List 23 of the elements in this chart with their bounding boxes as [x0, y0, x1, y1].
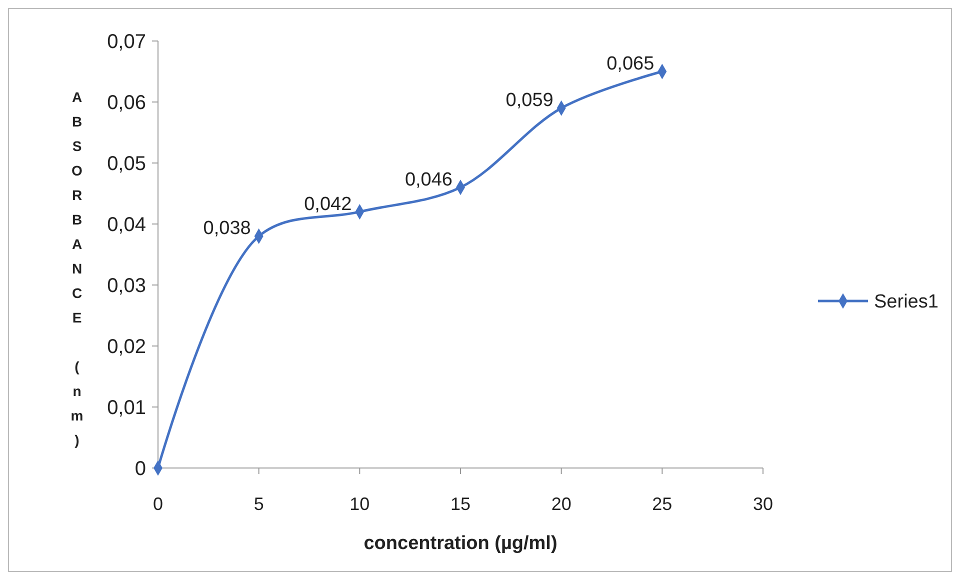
text: ABSORBANCE (nm): [70, 89, 84, 448]
y-tick-label: 0,04: [107, 214, 146, 236]
data-label: 0,059: [506, 90, 554, 112]
x-tick-label: 10: [350, 494, 370, 514]
x-tick-label: 5: [254, 494, 264, 514]
data-label: 0,046: [404, 169, 452, 190]
y-tick-label: 0,07: [107, 31, 146, 53]
x-tick-label: 0: [152, 494, 164, 514]
x-tick-label: 20: [551, 494, 572, 514]
y-tick-label: 0,02: [107, 336, 146, 358]
y-tick-label: 0: [134, 458, 146, 480]
legend-label: Series1: [874, 292, 938, 313]
data-label: 0,065: [606, 54, 654, 74]
y-tick-label: 0,03: [107, 275, 146, 297]
x-tick-label: 30: [752, 494, 774, 514]
data-label: 0,042: [304, 194, 352, 215]
y-tick-label: 0,05: [107, 153, 146, 175]
y-tick-label: 0,01: [107, 397, 146, 419]
y-tick-label: 0,06: [107, 92, 146, 114]
x-tick-label: 25: [652, 494, 672, 514]
x-axis-title: concentration (µg/ml): [364, 533, 558, 554]
x-tick-label: 15: [450, 494, 471, 514]
data-label: 0,038: [203, 218, 251, 240]
